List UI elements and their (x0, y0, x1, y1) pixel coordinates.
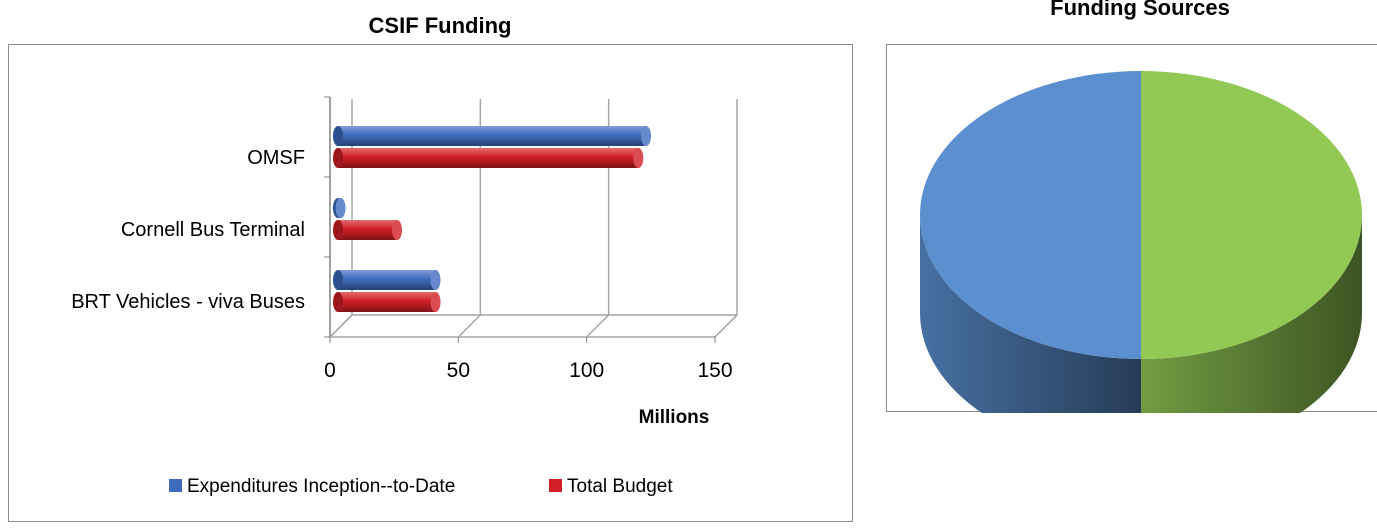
bar-start-cap (333, 270, 343, 290)
bar-start-cap (333, 292, 343, 312)
bar (333, 148, 644, 168)
bar (333, 270, 441, 290)
gridline-depth (714, 314, 738, 338)
pie-slice-side (920, 215, 1141, 457)
gridline-depth (457, 314, 481, 338)
bar-body (338, 126, 646, 146)
category-label: OMSF (247, 147, 305, 169)
bar-end-cap (633, 148, 644, 168)
gridline-depth (586, 314, 610, 338)
category-label: BRT Vehicles - viva Buses (71, 291, 305, 313)
pie-slice (1141, 71, 1362, 359)
bar-start-cap (333, 126, 343, 146)
bar (333, 198, 346, 218)
legend-label: Expenditures Inception--to-Date (187, 476, 455, 497)
pie-chart-title: Funding Sources (1050, 0, 1230, 20)
bar (333, 220, 403, 240)
bar-end-cap (641, 126, 651, 146)
category-label: Cornell Bus Terminal (121, 219, 305, 241)
bar-body (338, 292, 436, 312)
bar (333, 126, 651, 146)
legend-label: Total Budget (567, 476, 673, 497)
x-tick-label: 0 (324, 359, 336, 382)
gridline-depth (329, 314, 353, 338)
pie-slice (920, 71, 1141, 359)
x-tick-label: 100 (569, 359, 604, 382)
pie-slice-side (1141, 215, 1362, 457)
x-tick-label: 50 (447, 359, 470, 382)
bar-end-cap (392, 220, 403, 240)
pie-chart-panel (886, 44, 1377, 457)
pie-chart (920, 71, 1362, 457)
bar (333, 292, 441, 312)
bar-chart: 0 50 100 150 BRT Vehicles - viva Buses Cornel… (71, 96, 738, 497)
bar-body (338, 220, 398, 240)
legend-swatch (549, 479, 562, 492)
bar-body (338, 270, 436, 290)
bar-body (338, 148, 639, 168)
legend-swatch (169, 479, 182, 492)
bar-chart-panel: 0 50 100 150 BRT Vehicles - viva Buses Cornel… (8, 44, 853, 522)
bar-chart-floor (329, 314, 737, 338)
x-axis-title: Millions (639, 407, 710, 428)
bar-end-cap (430, 270, 441, 290)
bar-start-cap (333, 148, 343, 168)
x-tick-label: 150 (697, 359, 732, 382)
bar-end-cap (430, 292, 441, 312)
bar-chart-title: CSIF Funding (368, 13, 512, 38)
bar-end-cap (335, 198, 346, 218)
bar-start-cap (333, 220, 343, 240)
